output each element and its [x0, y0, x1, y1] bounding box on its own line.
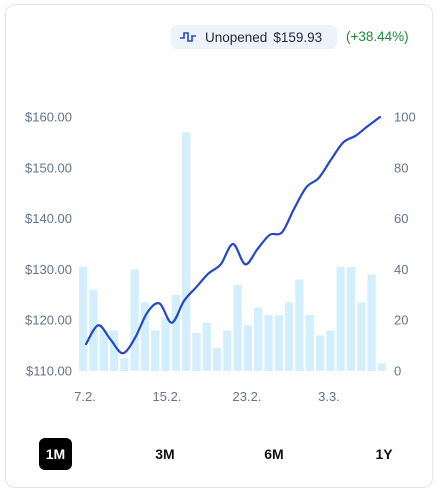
y-right-tick-label: 100 [394, 110, 416, 125]
range-1m-button[interactable]: 1M [39, 438, 72, 470]
x-tick-label: 23.2. [233, 389, 262, 404]
volume-bar [151, 330, 160, 371]
x-tick-label: 15.2. [153, 389, 182, 404]
range-6m-button[interactable]: 6M [264, 446, 284, 462]
volume-bar [140, 302, 150, 371]
volume-bar [274, 315, 283, 371]
volume-bar [346, 266, 356, 371]
volume-bar [79, 266, 88, 371]
volume-bar [161, 317, 170, 371]
volume-bar [377, 363, 386, 371]
y-right-tick-label: 40 [394, 262, 408, 277]
y-right-tick-label: 60 [394, 211, 408, 226]
volume-bar [130, 269, 139, 371]
range-1y-button[interactable]: 1Y [375, 446, 393, 462]
volume-bar [120, 358, 129, 371]
price-badge: Unopened $159.93 [171, 25, 337, 49]
y-right-tick-label: 0 [394, 364, 401, 379]
x-tick-label: 3.3. [318, 389, 340, 404]
y-left-tick-label: $130.00 [25, 262, 72, 277]
pulse-icon [179, 30, 197, 44]
y-left-tick-label: $140.00 [25, 211, 72, 226]
volume-bar [285, 302, 294, 371]
chart-card [5, 4, 433, 488]
range-3m-button[interactable]: 3M [155, 446, 175, 462]
volume-bar [305, 315, 314, 371]
y-left-tick-label: $150.00 [25, 160, 72, 175]
volume-bar [171, 294, 180, 371]
volume-bar [336, 266, 345, 371]
volume-bar [367, 274, 376, 371]
price-line [84, 115, 382, 355]
volume-bar [192, 332, 201, 371]
volume-bar [243, 325, 253, 371]
y-right-tick-label: 20 [394, 313, 408, 328]
volume-bar [315, 335, 325, 371]
volume-bar [223, 330, 232, 371]
series-label: Unopened [205, 29, 268, 45]
x-tick-label: 7.2. [74, 389, 96, 404]
volume-bar [182, 132, 191, 371]
y-left-tick-label: $160.00 [25, 110, 72, 125]
y-left-tick-label: $110.00 [26, 364, 72, 379]
volume-bar [295, 279, 304, 371]
volume-bar [99, 330, 108, 371]
volume-bar [233, 284, 242, 371]
volume-bar [109, 330, 119, 371]
price-change: (+38.44%) [346, 29, 409, 44]
volume-bar [254, 307, 263, 371]
y-right-tick-label: 80 [394, 160, 408, 175]
volume-bar [264, 315, 273, 371]
y-left-tick-label: $120.00 [25, 313, 72, 328]
volume-bar [212, 348, 222, 371]
volume-bar [326, 330, 335, 371]
volume-bar [202, 322, 211, 371]
current-price: $159.93 [273, 29, 323, 45]
volume-bar [357, 302, 366, 371]
